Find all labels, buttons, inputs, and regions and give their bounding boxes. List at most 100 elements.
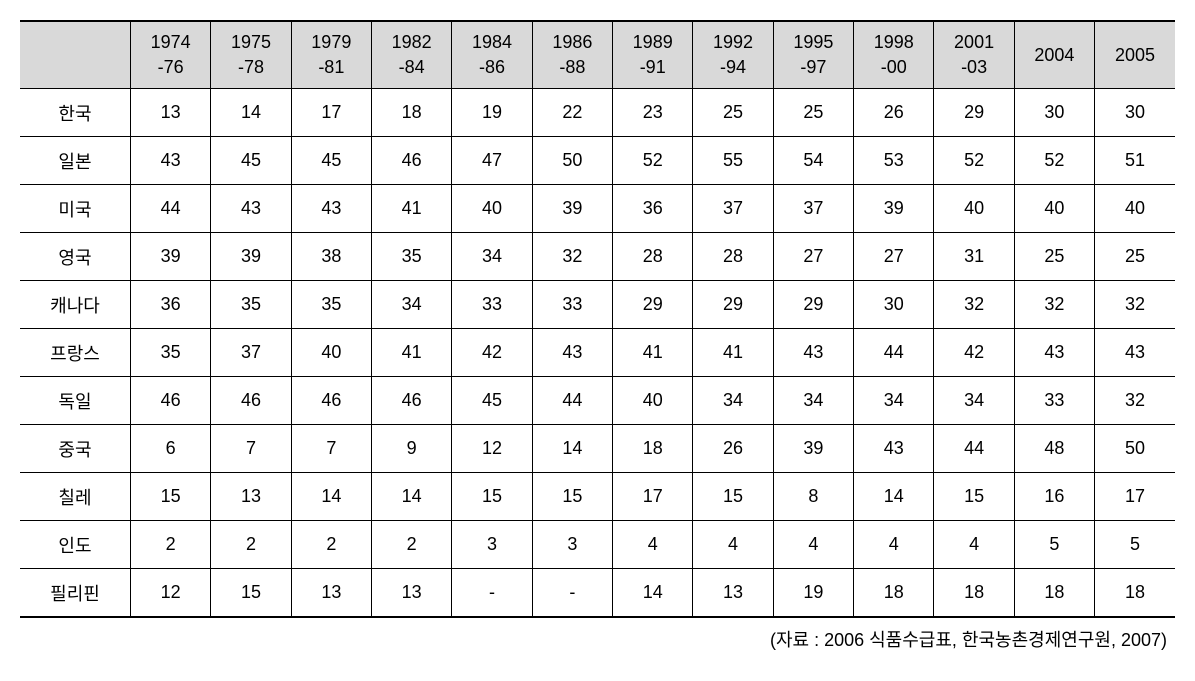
cell-value: 38 (291, 233, 371, 281)
cell-value: 23 (613, 89, 693, 137)
cell-value: 32 (1014, 281, 1094, 329)
cell-value: 43 (854, 425, 934, 473)
header-year-end: -00 (856, 55, 931, 80)
cell-value: 47 (452, 137, 532, 185)
cell-value: 7 (211, 425, 291, 473)
cell-value: 19 (773, 569, 853, 617)
cell-value: 12 (130, 569, 210, 617)
header-country (20, 21, 130, 89)
cell-value: 32 (1095, 281, 1175, 329)
table-row: 일본43454546475052555453525251 (20, 137, 1175, 185)
cell-value: - (452, 569, 532, 617)
cell-value: 15 (532, 473, 612, 521)
cell-value: 3 (452, 521, 532, 569)
cell-value: 44 (934, 425, 1014, 473)
cell-value: 40 (452, 185, 532, 233)
cell-value: 34 (372, 281, 452, 329)
cell-value: 13 (372, 569, 452, 617)
source-citation: (자료 : 2006 식품수급표, 한국농촌경제연구원, 2007) (20, 626, 1175, 652)
header-year-start: 1992 (695, 30, 770, 55)
cell-country: 프랑스 (20, 329, 130, 377)
cell-value: 40 (291, 329, 371, 377)
header-year: 1995-97 (773, 21, 853, 89)
cell-value: 46 (130, 377, 210, 425)
cell-value: 46 (372, 377, 452, 425)
cell-value: 15 (934, 473, 1014, 521)
cell-value: 5 (1014, 521, 1094, 569)
cell-value: 15 (130, 473, 210, 521)
cell-value: 39 (211, 233, 291, 281)
cell-value: 17 (291, 89, 371, 137)
cell-value: 29 (773, 281, 853, 329)
cell-country: 인도 (20, 521, 130, 569)
cell-value: 35 (130, 329, 210, 377)
cell-value: 37 (693, 185, 773, 233)
cell-value: 2 (211, 521, 291, 569)
cell-value: 52 (1014, 137, 1094, 185)
cell-value: 30 (854, 281, 934, 329)
cell-value: 55 (693, 137, 773, 185)
cell-value: 41 (372, 329, 452, 377)
cell-value: 40 (613, 377, 693, 425)
cell-value: 29 (613, 281, 693, 329)
cell-value: 33 (452, 281, 532, 329)
cell-value: 9 (372, 425, 452, 473)
cell-value: 37 (211, 329, 291, 377)
cell-value: 2 (372, 521, 452, 569)
cell-value: 18 (613, 425, 693, 473)
cell-value: 43 (1095, 329, 1175, 377)
cell-value: 41 (372, 185, 452, 233)
cell-value: 4 (934, 521, 1014, 569)
cell-country: 중국 (20, 425, 130, 473)
cell-value: 34 (693, 377, 773, 425)
cell-value: 34 (773, 377, 853, 425)
cell-value: 4 (773, 521, 853, 569)
cell-value: 35 (211, 281, 291, 329)
cell-value: 48 (1014, 425, 1094, 473)
cell-value: 16 (1014, 473, 1094, 521)
header-year-start: 1975 (213, 30, 288, 55)
cell-value: 44 (130, 185, 210, 233)
cell-country: 칠레 (20, 473, 130, 521)
cell-value: 36 (613, 185, 693, 233)
cell-value: 29 (934, 89, 1014, 137)
cell-value: 17 (613, 473, 693, 521)
cell-value: 45 (291, 137, 371, 185)
cell-value: 52 (934, 137, 1014, 185)
cell-value: 50 (532, 137, 612, 185)
table-row: 한국13141718192223252526293030 (20, 89, 1175, 137)
header-year: 1986-88 (532, 21, 612, 89)
cell-value: 31 (934, 233, 1014, 281)
table-row: 캐나다36353534333329292930323232 (20, 281, 1175, 329)
cell-value: 15 (211, 569, 291, 617)
cell-value: 3 (532, 521, 612, 569)
header-year-end: -91 (615, 55, 690, 80)
header-year-end: -97 (776, 55, 851, 80)
header-year-end: -86 (454, 55, 529, 80)
table-row: 독일46464646454440343434343332 (20, 377, 1175, 425)
cell-value: 44 (532, 377, 612, 425)
cell-value: 35 (372, 233, 452, 281)
cell-value: 25 (1095, 233, 1175, 281)
cell-value: 33 (1014, 377, 1094, 425)
cell-value: 18 (854, 569, 934, 617)
header-year: 1992-94 (693, 21, 773, 89)
cell-value: 32 (934, 281, 1014, 329)
cell-value: 40 (1095, 185, 1175, 233)
cell-value: 34 (934, 377, 1014, 425)
cell-value: 43 (291, 185, 371, 233)
cell-value: 36 (130, 281, 210, 329)
cell-country: 필리핀 (20, 569, 130, 617)
cell-value: 15 (693, 473, 773, 521)
cell-value: 50 (1095, 425, 1175, 473)
header-year-start: 1974 (133, 30, 208, 55)
cell-value: 42 (934, 329, 1014, 377)
cell-country: 미국 (20, 185, 130, 233)
cell-value: 54 (773, 137, 853, 185)
table-header-row: 1974-761975-781979-811982-841984-861986-… (20, 21, 1175, 89)
cell-value: 37 (773, 185, 853, 233)
cell-country: 영국 (20, 233, 130, 281)
cell-value: 18 (1095, 569, 1175, 617)
header-year-start: 1984 (454, 30, 529, 55)
cell-country: 한국 (20, 89, 130, 137)
